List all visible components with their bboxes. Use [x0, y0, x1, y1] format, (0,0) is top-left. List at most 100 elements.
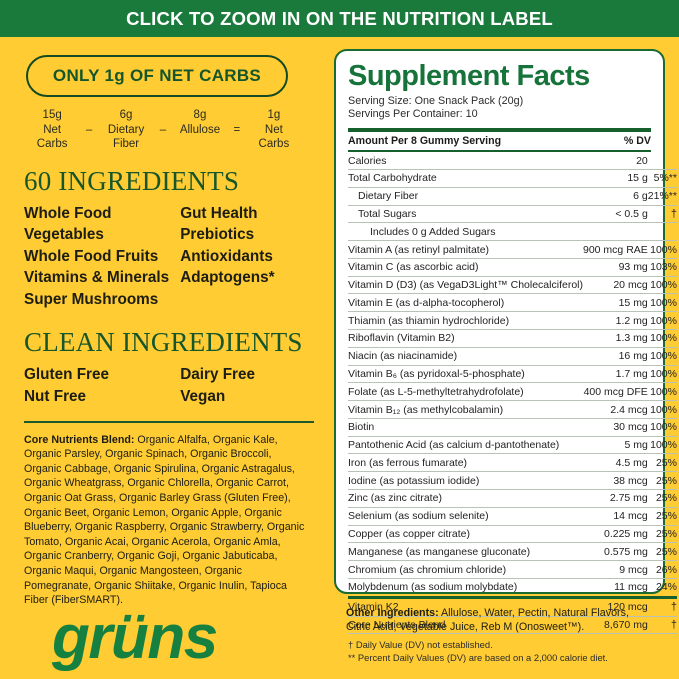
nutrient-name: Iron (as ferrous fumarate): [348, 453, 583, 473]
nutrient-amount: 8,670 mg: [583, 616, 648, 635]
carb-math-term: 15g Net Carbs: [26, 108, 78, 152]
nutrient-amount: 14 mcg: [583, 507, 648, 526]
supplement-facts-row: Vitamin B₆ (as pyridoxal-5-phosphate) 1.7…: [348, 365, 677, 384]
right-column: Supplement Facts Serving Size: One Snack…: [330, 37, 679, 679]
nutrient-amount: 2.75 mg: [583, 489, 648, 508]
carb-math-line2: Net: [43, 123, 62, 136]
supplement-facts-row: Folate (as L-5-methyltetrahydrofolate) 40…: [348, 382, 677, 402]
supplement-facts-row: Zinc (as zinc citrate) 2.75 mg 25%: [348, 489, 677, 508]
nutrient-name: Vitamin E (as d-alpha-tocopherol): [348, 293, 583, 313]
gruns-logo: grüns: [52, 603, 218, 672]
nutrient-name: Dietary Fiber: [348, 187, 583, 206]
core-nutrients-blend-label: Core Nutrients Blend:: [24, 433, 135, 446]
footnote: ** Percent Daily Values (DV) are based o…: [348, 651, 608, 663]
nutrient-dv: 100%: [647, 382, 677, 402]
clean-column-a: Gluten Free Nut Free: [24, 364, 180, 407]
supplement-facts-row: Total Carbohydrate 15 g 5%**: [348, 169, 677, 188]
supplement-facts-panel[interactable]: Supplement Facts Serving Size: One Snack…: [334, 49, 677, 663]
nutrient-dv: 24%: [647, 578, 677, 598]
nutrient-name: Selenium (as sodium selenite): [348, 507, 583, 526]
nutrient-dv: 103%: [647, 258, 677, 277]
nutrient-dv: 5%**: [647, 169, 677, 188]
nutrient-name: Vitamin K2: [348, 595, 583, 617]
core-nutrients-blend-text: Organic Alfalfa, Organic Kale, Organic P…: [24, 433, 305, 607]
nutrient-amount: 0.225 mg: [583, 525, 648, 544]
supplement-facts-row: Iron (as ferrous fumarate) 4.5 mg 25%: [348, 453, 677, 473]
nutrient-amount: 4.5 mg: [583, 453, 648, 473]
supplement-facts-row: Core Nutrients Blend 8,670 mg †: [348, 616, 677, 635]
ingredient-item: Whole Food Fruits: [24, 247, 159, 265]
servings-per-container: Servings Per Container: 10: [348, 108, 478, 121]
nutrient-amount: 900 mcg RAE: [583, 240, 648, 259]
clean-lists: Gluten Free Nut Free Dairy Free Vegan: [24, 364, 318, 407]
supplement-facts-row: Manganese (as manganese gluconate) 0.575 …: [348, 542, 677, 562]
nutrient-name: Includes 0 g Added Sugars: [348, 222, 583, 242]
other-ingredients-paragraph: Other Ingredients: Allulose, Water, Pect…: [334, 594, 665, 635]
nutrient-name: Folate (as L-5-methyltetrahydrofolate): [348, 382, 583, 402]
nutrient-name: Vitamin B₆ (as pyridoxal-5-phosphate): [348, 365, 583, 384]
nutrient-name: Vitamin B₁₂ (as methylcobalamin): [348, 400, 583, 419]
carb-math-line2: Dietary: [107, 123, 145, 136]
carb-math-amount: 8g: [193, 109, 207, 121]
rule-above-amount-header: [348, 127, 651, 132]
ingredients-section-title: 60 INGREDIENTS: [24, 165, 240, 196]
supplement-facts-row: Vitamin D (D3) (as VegaD3Light™ Cholecal…: [348, 276, 677, 295]
nutrient-amount: 15 mg: [583, 293, 648, 313]
nutrient-amount: 93 mg: [583, 258, 648, 277]
supplement-facts-row: Thiamin (as thiamin hydrochloride) 1.2 mg…: [348, 311, 677, 331]
left-column: ONLY 1g OF NET CARBS 15g Net Carbs – 6g Dieta…: [0, 37, 330, 679]
supplement-facts-row: Riboflavin (Vitamin B2) 1.3 mg 100%: [348, 329, 677, 348]
nutrient-dv: 25%: [647, 507, 677, 526]
amount-header-label: Amount Per 8 Gummy Serving: [348, 134, 502, 147]
carb-math-line2: Allulose: [179, 123, 221, 136]
carb-math-equation: 15g Net Carbs – 6g Dietary Fiber – 8g Allulose = 1g…: [26, 108, 300, 152]
label-body: ONLY 1g OF NET CARBS 15g Net Carbs – 6g Dieta…: [0, 37, 679, 679]
net-carbs-badge: ONLY 1g OF NET CARBS: [26, 55, 288, 97]
zoom-banner[interactable]: CLICK TO ZOOM IN ON THE NUTRITION LABEL: [0, 0, 679, 37]
nutrient-amount: 400 mcg DFE: [583, 382, 648, 402]
nutrient-name: Total Sugars: [348, 205, 583, 224]
amount-per-serving-header: Amount Per 8 Gummy Serving % DV: [348, 132, 651, 150]
clean-item: Nut Free: [24, 387, 87, 405]
carb-math-term: 1g Net Carbs: [248, 108, 300, 152]
supplement-facts-title: Supplement Facts: [348, 60, 590, 92]
nutrient-name: Riboflavin (Vitamin B2): [348, 329, 583, 348]
carb-math-operator: –: [159, 124, 167, 136]
footnote: † Daily Value (DV) not established.: [348, 639, 493, 651]
nutrient-amount: 2.4 mcg: [583, 400, 648, 419]
nutrient-dv: 25%: [647, 525, 677, 544]
nutrient-name: Niacin (as niacinamide): [348, 347, 583, 366]
supplement-facts-row: Includes 0 g Added Sugars: [348, 222, 677, 242]
supplement-facts-row: Calories 20: [348, 152, 677, 170]
nutrient-dv: 100%: [647, 240, 677, 259]
nutrient-amount: 1.7 mg: [583, 365, 648, 384]
nutrient-name: Vitamin A (as retinyl palmitate): [348, 240, 583, 259]
nutrient-amount: < 0.5 g: [583, 205, 648, 224]
supplement-facts-row: Molybdenum (as sodium molybdate) 11 mcg 24…: [348, 578, 677, 598]
carb-math-line2: Net: [264, 123, 283, 136]
supplement-facts-row: Chromium (as chromium chloride) 9 mcg 26%: [348, 560, 677, 579]
ingredient-item: Adaptogens*: [180, 269, 275, 286]
nutrient-dv: 25%: [647, 453, 677, 473]
dv-header-label: % DV: [623, 134, 651, 147]
ingredients-lists: Whole Food Vegetables Whole Food Fruits Vi…: [24, 203, 318, 311]
carb-math-term: 8g Allulose: [174, 108, 226, 137]
carb-math-line3: Carbs: [258, 138, 290, 150]
nutrient-name: Iodine (as potassium iodide): [348, 471, 583, 491]
nutrient-name: Vitamin C (as ascorbic acid): [348, 258, 583, 277]
ingredient-item: Super Mushrooms: [24, 290, 159, 308]
nutrient-dv: 100%: [647, 329, 677, 348]
rule-below-amount-header: [348, 149, 651, 153]
nutrient-amount: 0.575 mg: [583, 542, 648, 562]
nutrient-dv: 26%: [647, 560, 677, 579]
carb-math-line3: Carbs: [36, 138, 68, 150]
clean-item: Gluten Free: [24, 366, 109, 383]
supplement-facts-row: Selenium (as sodium selenite) 14 mcg 25%: [348, 507, 677, 526]
supplement-facts-row: Total Sugars < 0.5 g †: [348, 205, 677, 224]
ingredients-column-b: Gut Health Prebiotics Antioxidants Adaptoge…: [180, 203, 318, 311]
supplement-facts-row: Vitamin B₁₂ (as methylcobalamin) 2.4 mcg 1…: [348, 400, 677, 419]
nutrient-dv: 100%: [647, 276, 677, 295]
nutrient-name: Pantothenic Acid (as calcium d-pantothen…: [348, 436, 583, 455]
supplement-facts-row: Dietary Fiber 6 g 21%**: [348, 187, 677, 206]
other-ingredients-text: Allulose, Water, Pectin, Natural Flavors…: [346, 607, 629, 634]
